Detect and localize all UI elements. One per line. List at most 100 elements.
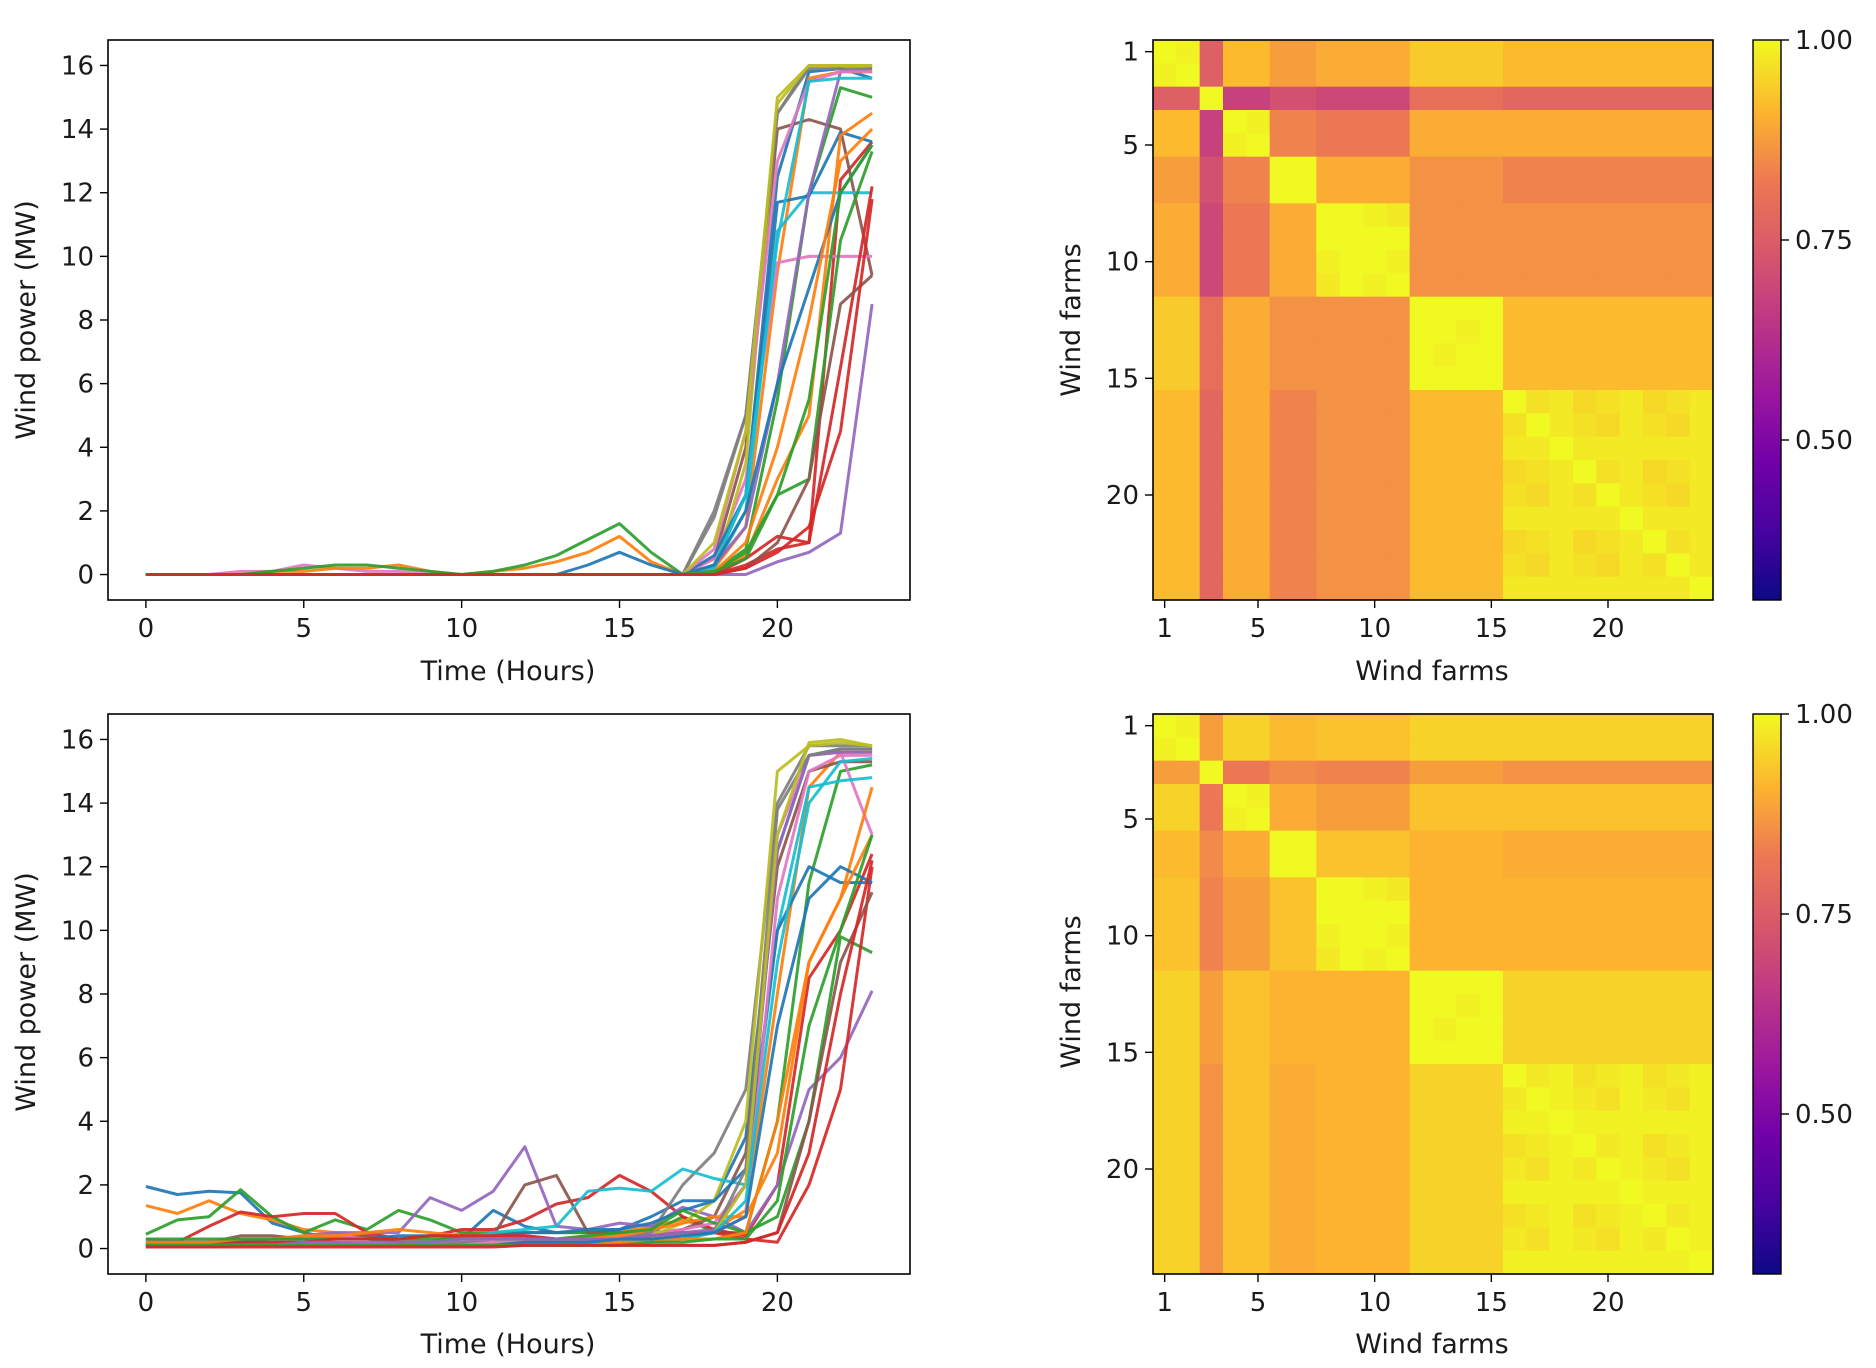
heatmap-top-cell — [1666, 63, 1691, 88]
heatmap-top-colorbar-label: 1.00 — [1795, 26, 1853, 56]
heatmap-bottom-cell — [1199, 854, 1224, 878]
heatmap-bottom-cell — [1199, 947, 1224, 972]
heatmap-top-cell — [1643, 226, 1667, 251]
heatmap-bottom-cell — [1246, 784, 1271, 808]
heatmap-top-cell — [1176, 226, 1201, 251]
heatmap-top-cell — [1666, 460, 1691, 484]
heatmap-bottom-colorbar — [1752, 713, 1782, 1275]
heatmap-top-cell — [1316, 483, 1341, 508]
heatmap-bottom-cell — [1199, 1017, 1224, 1042]
heatmap-top-cell — [1176, 530, 1201, 554]
heatmap-bottom-cell — [1246, 1087, 1271, 1112]
heatmap-top-cell — [1666, 273, 1691, 298]
heatmap-top-cell — [1339, 250, 1364, 274]
heatmap-top-cell — [1339, 483, 1364, 508]
heatmap-top-cell — [1246, 366, 1271, 391]
heatmap-bottom-cell — [1293, 714, 1317, 738]
heatmap-top-cell — [1596, 506, 1621, 531]
heatmap-top-cell — [1456, 296, 1481, 321]
heatmap-top-cell — [1386, 343, 1411, 368]
heatmap-top-cell — [1246, 110, 1271, 134]
heatmap-top-cell — [1503, 203, 1527, 228]
heatmap-top-cell — [1176, 273, 1201, 298]
heatmap-top-cell — [1199, 483, 1224, 508]
heatmap-top-cell — [1153, 390, 1177, 414]
heatmap-top-cell — [1433, 203, 1457, 228]
heatmap-bottom-cell — [1199, 760, 1224, 785]
heatmap-top-xtick-label: 15 — [1475, 614, 1508, 644]
heatmap-bottom-cell — [1479, 1134, 1504, 1158]
heatmap-bottom-cell — [1526, 760, 1551, 785]
heatmap-bottom-cell — [1316, 900, 1341, 925]
heatmap-top-cell — [1643, 250, 1667, 274]
heatmap-bottom-cell — [1386, 924, 1411, 948]
heatmap-top-cell — [1503, 63, 1527, 88]
heatmap-top-cell — [1549, 553, 1574, 578]
heatmap-bottom-cell — [1223, 947, 1247, 972]
heatmap-top-cell — [1573, 180, 1597, 204]
heatmap-top-cell — [1479, 483, 1504, 508]
heatmap-top-cell — [1666, 506, 1691, 531]
heatmap-top-cell — [1316, 553, 1341, 578]
heatmap-top-cell — [1479, 413, 1504, 438]
heatmap-bottom-cell — [1153, 1180, 1177, 1205]
heatmap-bottom-cell — [1526, 994, 1551, 1018]
heatmap-top-cell — [1386, 250, 1411, 274]
heatmap-bottom-cell — [1456, 1204, 1481, 1228]
heatmap-top-cell — [1643, 483, 1667, 508]
heatmap-bottom-cell — [1269, 1204, 1294, 1228]
heatmap-bottom-ytick-label: 20 — [1106, 1155, 1139, 1185]
heatmap-bottom-cell — [1153, 1250, 1177, 1275]
heatmap-top-cell — [1619, 436, 1644, 461]
heatmap-bottom-cell — [1339, 737, 1364, 762]
heatmap-bottom-cell — [1409, 830, 1434, 855]
heatmap-bottom-cell — [1526, 830, 1551, 855]
heatmap-bottom-cell — [1549, 1017, 1574, 1042]
heatmap-bottom-cell — [1573, 1250, 1597, 1275]
heatmap-top-cell — [1176, 460, 1201, 484]
heatmap-bottom-cell — [1153, 1204, 1177, 1228]
heatmap-bottom-cell — [1269, 1087, 1294, 1112]
heatmap-top-cell — [1199, 460, 1224, 484]
heatmap-bottom-cell — [1689, 1134, 1714, 1158]
heatmap-bottom-cell — [1689, 1087, 1714, 1112]
heatmap-bottom-cell — [1689, 1204, 1714, 1228]
heatmap-bottom-cell — [1549, 924, 1574, 948]
heatmap-bottom-cell — [1456, 1040, 1481, 1065]
heatmap-top-cell — [1456, 86, 1481, 111]
heatmap-top-cell — [1363, 273, 1387, 298]
heatmap-top-cell — [1689, 483, 1714, 508]
heatmap-bottom-cell — [1293, 1157, 1317, 1182]
heatmap-top-cell — [1643, 390, 1667, 414]
heatmap-bottom-cell — [1246, 1017, 1271, 1042]
heatmap-top-cell — [1549, 506, 1574, 531]
heatmap-bottom-cell — [1573, 1204, 1597, 1228]
heatmap-bottom-cell — [1433, 737, 1457, 762]
heatmap-top-cell — [1363, 250, 1387, 274]
heatmap-top-cell — [1433, 156, 1457, 181]
heatmap-top-cell — [1176, 366, 1201, 391]
heatmap-bottom-cell — [1573, 807, 1597, 832]
heatmap-bottom-cell — [1643, 1110, 1667, 1135]
heatmap-bottom-cell — [1619, 807, 1644, 832]
heatmap-bottom-cell — [1549, 807, 1574, 832]
heatmap-bottom-cell — [1199, 994, 1224, 1018]
heatmap-bottom-cell — [1526, 1110, 1551, 1135]
heatmap-top-cell — [1246, 530, 1271, 554]
heatmap-bottom-cell — [1246, 1134, 1271, 1158]
heatmap-top-cell — [1339, 506, 1364, 531]
heatmap-top-xtick-label: 1 — [1156, 614, 1173, 644]
heatmap-top-cell — [1573, 40, 1597, 64]
heatmap-bottom-cell — [1619, 1250, 1644, 1275]
heatmap-bottom-cell — [1479, 1110, 1504, 1135]
heatmap-top-cell — [1293, 460, 1317, 484]
heatmap-bottom-cell — [1549, 994, 1574, 1018]
heatmap-bottom-cell — [1549, 1250, 1574, 1275]
heatmap-top-cell — [1386, 506, 1411, 531]
heatmap-top-cell — [1526, 110, 1551, 134]
heatmap-bottom-cell — [1456, 1157, 1481, 1182]
heatmap-bottom-cell — [1339, 830, 1364, 855]
heatmap-bottom-cell — [1666, 1110, 1691, 1135]
heatmap-top-cell — [1363, 226, 1387, 251]
